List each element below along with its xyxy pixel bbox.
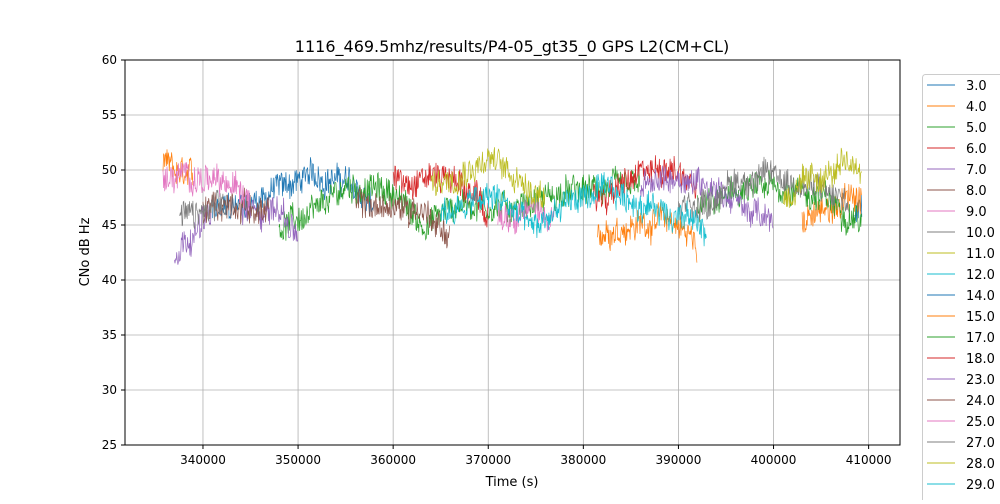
- x-tick-label: 370000: [465, 453, 511, 467]
- y-tick-label: 60: [102, 53, 117, 67]
- y-axis: 25 30 35 40 45 50 55 60: [102, 53, 125, 452]
- x-tick-label: 390000: [656, 453, 702, 467]
- legend-label: 25.0: [966, 415, 995, 430]
- grid: [125, 60, 900, 445]
- legend-label: 27.0: [966, 436, 995, 451]
- legend-label: 23.0: [966, 373, 995, 388]
- legend-label: 10.0: [966, 226, 995, 241]
- legend-label: 28.0: [966, 457, 995, 472]
- series-lines: [163, 147, 862, 265]
- y-axis-label: CNo dB Hz: [78, 217, 93, 286]
- y-tick-label: 40: [102, 273, 117, 287]
- legend-label: 9.0: [966, 205, 987, 220]
- x-tick-label: 380000: [560, 453, 606, 467]
- chart-title: 1116_469.5mhz/results/P4-05_gt35_0 GPS L…: [295, 37, 729, 57]
- legend-label: 17.0: [966, 331, 995, 346]
- y-tick-label: 50: [102, 163, 117, 177]
- legend-label: 8.0: [966, 184, 987, 199]
- legend-label: 5.0: [966, 121, 987, 136]
- y-tick-label: 45: [102, 218, 117, 232]
- x-tick-label: 400000: [751, 453, 797, 467]
- legend-label: 18.0: [966, 352, 995, 367]
- legend-label: 6.0: [966, 142, 987, 157]
- x-tick-label: 350000: [275, 453, 321, 467]
- legend-label: 7.0: [966, 163, 987, 178]
- y-tick-label: 30: [102, 383, 117, 397]
- plot-frame: [125, 60, 900, 445]
- legend-label: 12.0: [966, 268, 995, 283]
- x-tick-label: 340000: [180, 453, 226, 467]
- x-axis-label: Time (s): [485, 475, 539, 490]
- y-tick-label: 25: [102, 438, 117, 452]
- x-tick-label: 360000: [370, 453, 416, 467]
- legend: 3.0 4.0 5.0 6.0 7.0 8.0 9.0 10.0 11.0 12.0 14.0 15.…: [923, 75, 1000, 501]
- x-axis: 340000 350000 360000 370000 380000 390000 4000…: [180, 445, 891, 467]
- legend-label: 29.0: [966, 478, 995, 493]
- legend-label: 4.0: [966, 100, 987, 115]
- legend-label: 3.0: [966, 79, 987, 94]
- legend-label: 11.0: [966, 247, 995, 262]
- y-tick-label: 35: [102, 328, 117, 342]
- y-tick-label: 55: [102, 108, 117, 122]
- legend-label: 15.0: [966, 310, 995, 325]
- legend-label: 14.0: [966, 289, 995, 304]
- x-tick-label: 410000: [846, 453, 892, 467]
- legend-label: 24.0: [966, 394, 995, 409]
